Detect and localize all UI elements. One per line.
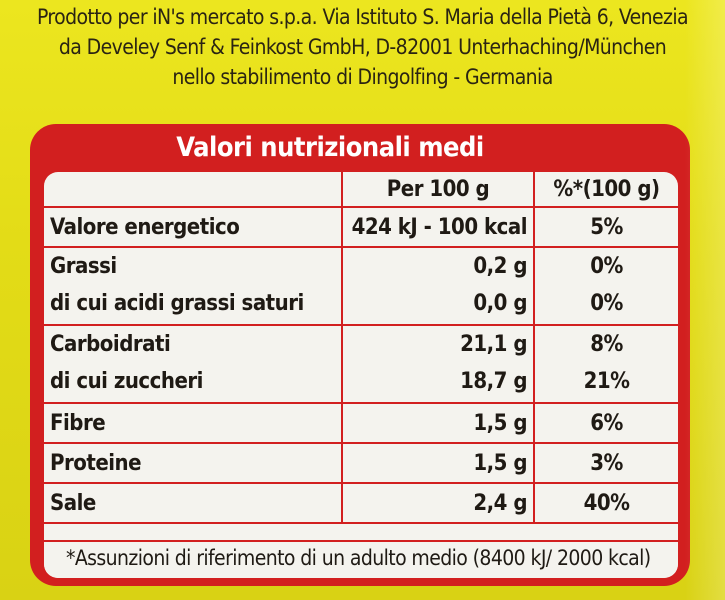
row-per-main: 0,2 g	[473, 254, 527, 279]
nutrition-title: Valori nutrizionali medi	[176, 132, 484, 163]
row-per-100g: 2,4 g	[341, 482, 535, 524]
row-name: Fibre	[44, 402, 343, 444]
row-name-main: Carboidrati	[50, 332, 171, 357]
row-per-100g: 0,2 g 0,0 g	[341, 246, 535, 326]
nutrition-panel: Per 100 g %*(100 g) Valore energetico 42…	[44, 172, 678, 578]
row-percent: 40%	[533, 482, 678, 524]
producer-info: Prodotto per iN's mercato s.p.a. Via Ist…	[0, 2, 725, 92]
table-header-row: Per 100 g %*(100 g)	[44, 172, 678, 208]
row-percent: 6%	[533, 402, 678, 444]
row-pct-main: 8%	[590, 332, 623, 357]
row-name-sub: di cui zuccheri	[50, 369, 203, 394]
producer-line-2: da Develey Senf & Feinkost GmbH, D-82001…	[58, 35, 667, 59]
table-row: Carboidrati di cui zuccheri 21,1 g 18,7 g …	[44, 324, 678, 404]
row-per-sub: 18,7 g	[460, 369, 527, 394]
row-name: Valore energetico	[44, 206, 343, 248]
row-per-100g: 424 kJ - 100 kcal	[341, 206, 535, 248]
footnote-bar: *Assunzioni di riferimento di un adulto …	[44, 540, 678, 578]
row-name: Grassi di cui acidi grassi saturi	[44, 246, 343, 326]
header-percent: %*(100 g)	[533, 172, 678, 208]
row-per-100g: 1,5 g	[341, 402, 535, 444]
row-percent: 0% 0%	[533, 246, 678, 326]
table-row: Valore energetico 424 kJ - 100 kcal 5%	[44, 206, 678, 248]
row-name-main: Grassi	[50, 254, 117, 279]
row-per-100g: 1,5 g	[341, 442, 535, 484]
nutrition-label: Valori nutrizionali medi Per 100 g %*(10…	[30, 124, 690, 586]
row-name: Sale	[44, 482, 343, 524]
row-pct-main: 0%	[590, 254, 623, 279]
row-name: Proteine	[44, 442, 343, 484]
nutrition-table: Per 100 g %*(100 g) Valore energetico 42…	[44, 172, 678, 524]
row-name: Carboidrati di cui zuccheri	[44, 324, 343, 404]
table-row: Sale 2,4 g 40%	[44, 482, 678, 524]
row-per-sub: 0,0 g	[473, 291, 527, 316]
row-pct-sub: 21%	[583, 369, 630, 394]
producer-line-1: Prodotto per iN's mercato s.p.a. Via Ist…	[37, 5, 689, 29]
table-row: Grassi di cui acidi grassi saturi 0,2 g 0,…	[44, 246, 678, 326]
row-percent: 3%	[533, 442, 678, 484]
row-per-main: 21,1 g	[460, 332, 527, 357]
row-pct-sub: 0%	[590, 291, 623, 316]
row-percent: 8% 21%	[533, 324, 678, 404]
table-row: Fibre 1,5 g 6%	[44, 402, 678, 444]
table-row: Proteine 1,5 g 3%	[44, 442, 678, 484]
footnote: *Assunzioni di riferimento di un adulto …	[66, 546, 651, 570]
row-per-100g: 21,1 g 18,7 g	[341, 324, 535, 404]
row-name-sub: di cui acidi grassi saturi	[50, 291, 304, 316]
header-empty-cell	[44, 172, 343, 208]
row-percent: 5%	[533, 206, 678, 248]
producer-line-3: nello stabilimento di Dingolfing - Germa…	[172, 65, 553, 89]
header-per-100g: Per 100 g	[341, 172, 535, 208]
